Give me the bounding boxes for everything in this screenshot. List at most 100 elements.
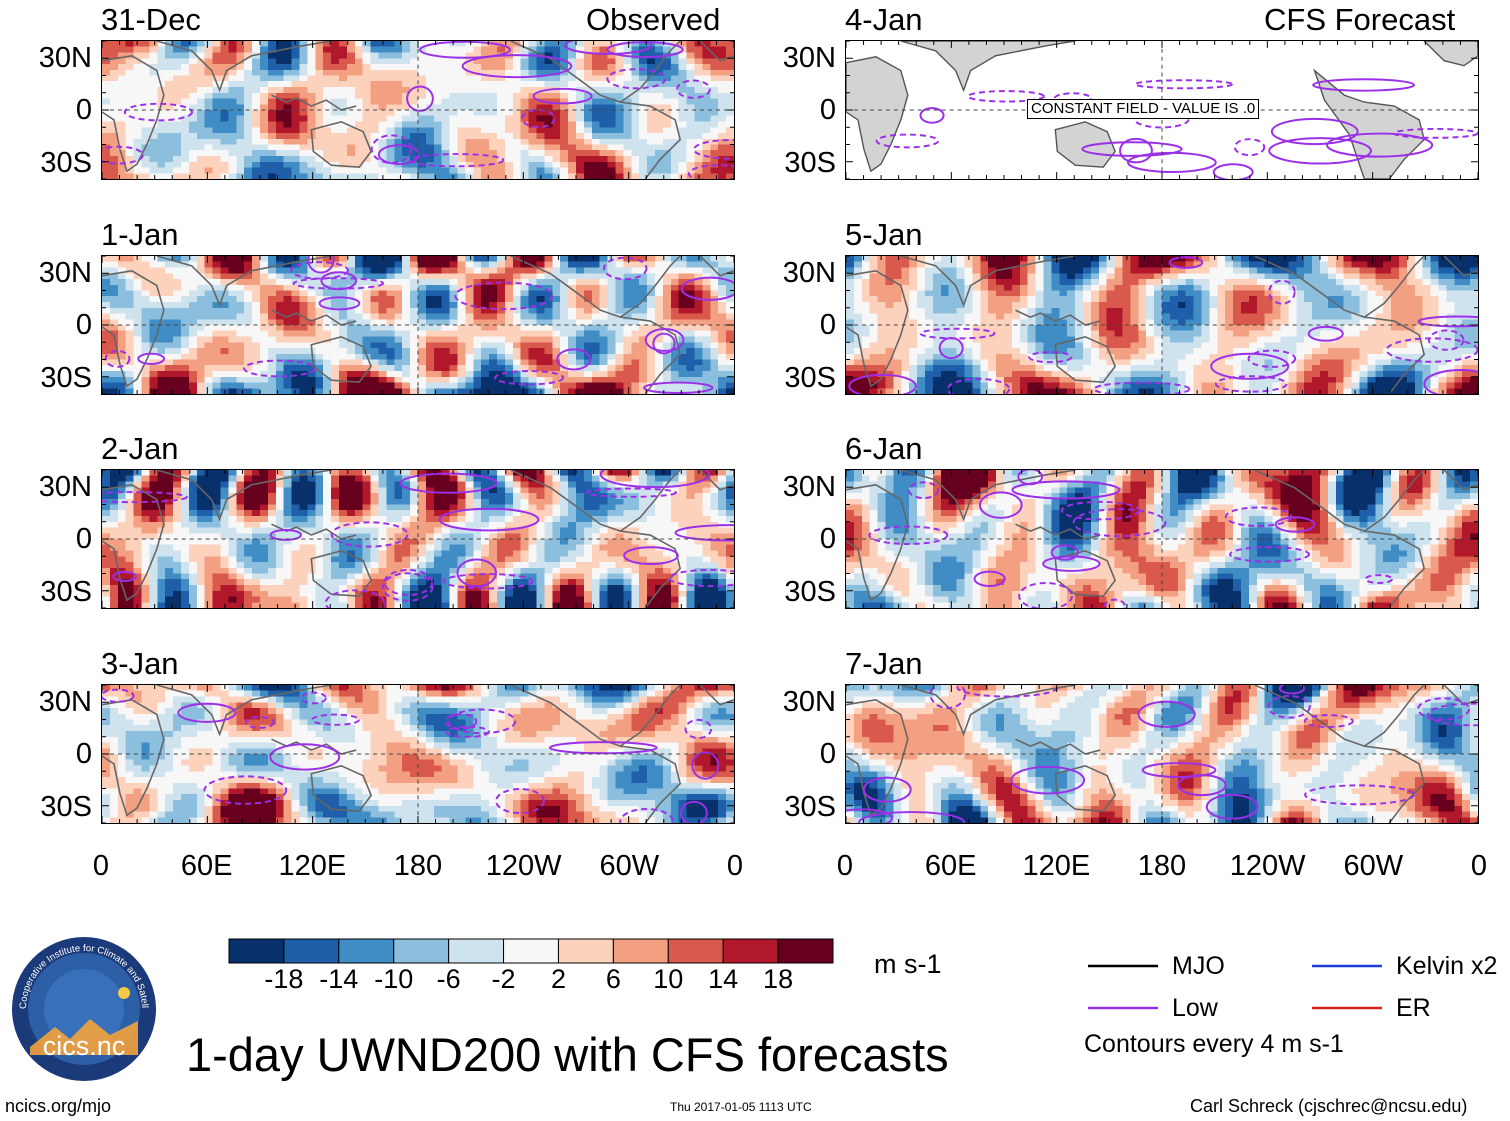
colorbar-swatch [612,938,669,964]
low-contour [644,328,685,352]
australia-outline [310,764,373,812]
europe-outline [699,685,734,706]
low-contour [1270,117,1359,146]
low-contour [1072,508,1167,538]
low-contour [370,134,413,164]
logo-text: cics.nc [43,1031,126,1061]
low-contour [606,41,684,58]
low-contour [269,743,341,771]
legend-swatch-Low [1088,1006,1158,1010]
low-contour [495,788,545,815]
low-contour [1224,506,1293,527]
y-tick-label: 0 [819,94,836,126]
low-contours [102,41,734,179]
x-tick-label: 0 [92,850,110,882]
europe-outline [1443,470,1478,491]
low-contour [381,572,434,602]
low-contour [445,725,490,738]
legend-swatch-Kelvin x2 [1312,964,1382,968]
low-contour [1205,793,1259,820]
frame-ticks [102,41,734,179]
y-tick-label: 0 [819,309,836,341]
low-contour [1168,256,1204,269]
map-svg [846,470,1478,608]
low-contour [919,107,945,124]
colorbar-swatch [393,938,450,964]
colorbar [228,938,834,964]
low-contour [447,708,517,735]
low-contour [177,702,237,723]
frame-ticks [102,470,734,608]
australia-land [1054,121,1116,168]
wind-field [102,685,734,823]
panel-date-label: 5-Jan [845,217,923,252]
colorbar-swatch [777,938,834,964]
footer-url: ncics.org/mjo [5,1096,112,1116]
map-panel-31-Dec [101,40,735,180]
africa-land [846,56,909,173]
wind-field [102,256,734,394]
map-panel-5-Jan [845,255,1479,395]
africa-outline [846,269,909,388]
x-tick-label: 60E [180,850,233,882]
frame-ticks [846,41,1478,179]
reference-lines [102,470,734,608]
low-contour [674,524,734,542]
reference-lines [846,685,1478,823]
x-tick-label: 180 [393,850,443,882]
asia-land [900,41,1076,93]
low-contour [858,811,966,823]
africa-outline [102,698,165,817]
low-contour [461,54,573,79]
x-tick-label: 0 [726,850,744,882]
low-contours [846,685,1478,823]
low-contour [521,108,556,129]
asia-outline [900,256,1076,308]
map-panel-1-Jan [101,255,735,395]
low-contour [243,359,316,378]
map-svg [846,256,1478,394]
maritime-outline [271,94,357,111]
low-contour [1364,574,1394,584]
colorbar-swatch [448,938,505,964]
colorbar-label: -18 [264,964,304,994]
europe-outline [699,470,734,491]
reference-lines [102,41,734,179]
low-contours [868,470,1394,608]
low-contour [438,507,540,532]
asia-outline [156,685,332,737]
asia-outline [156,470,332,522]
colorbar-label: -6 [436,964,461,994]
frame-ticks [846,256,1478,394]
legend-label: ER [1396,994,1431,1022]
low-contour [1042,555,1101,572]
contour-note: Contours every 4 m s-1 [1084,1030,1344,1058]
australia-outline [1054,549,1117,597]
y-tick-label: 0 [75,523,92,555]
low-contour [307,256,335,274]
frame-ticks [102,256,734,394]
low-contour [454,281,554,311]
continents [102,41,734,179]
low-contour [967,90,1046,103]
low-contour [1423,369,1478,394]
low-contour [1304,784,1415,806]
reference-lines [102,685,734,823]
y-tick-label: 30S [40,146,92,179]
low-contour [1133,110,1190,129]
low-contour [408,153,505,168]
low-contour [1141,762,1217,779]
low-contour [269,529,302,541]
legend-label: Low [1172,994,1218,1022]
colorbar-label: 18 [763,964,794,994]
low-contour [292,277,385,290]
australia-outline [310,335,373,383]
europe-land [1423,41,1478,67]
low-contour [399,472,498,494]
low-contour [679,800,708,823]
europe-outline [699,256,734,277]
low-contour [318,296,361,311]
low-contour [643,381,714,394]
europe-outline [1443,256,1478,277]
africa-outline [102,54,165,173]
